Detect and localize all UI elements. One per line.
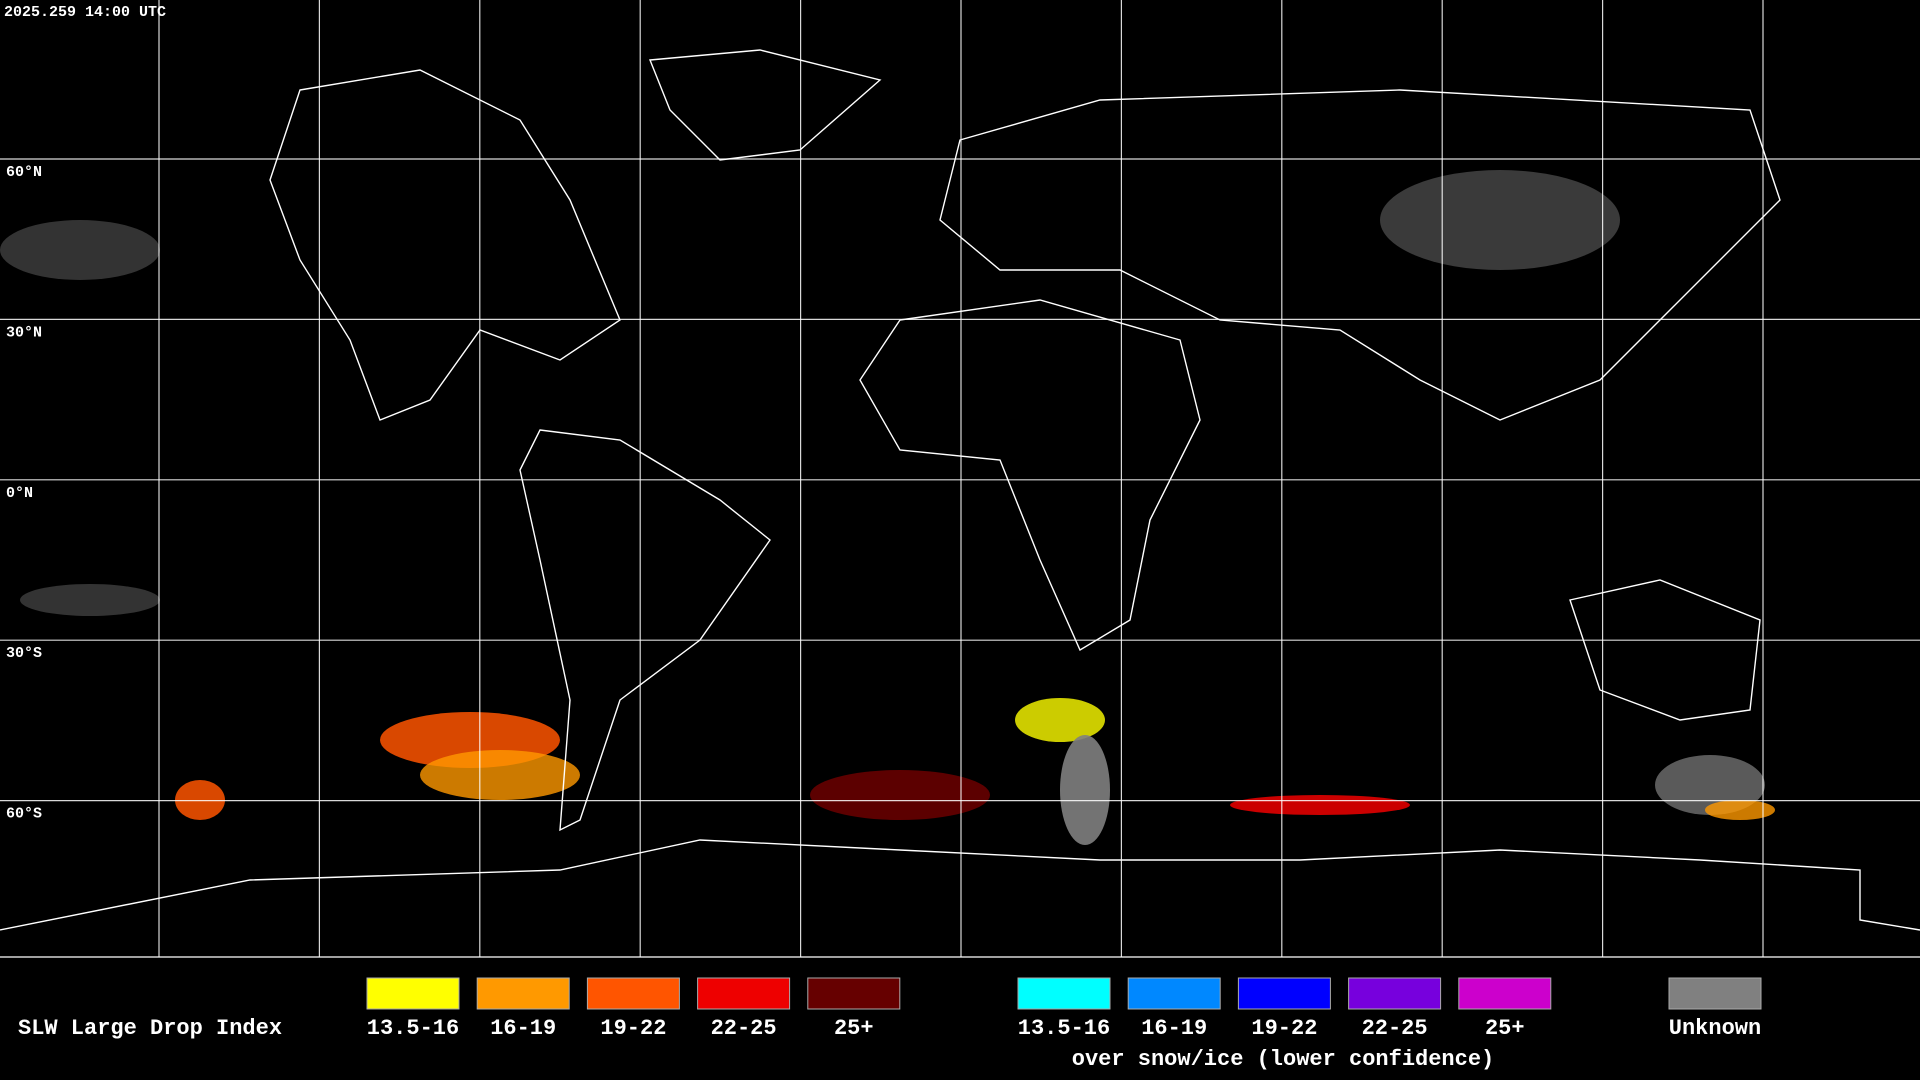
legend-label: 16-19 — [490, 1016, 556, 1041]
timestamp: 2025.259 14:00 UTC — [4, 4, 166, 21]
latitude-label: 30°S — [6, 645, 42, 662]
legend-swatch — [366, 977, 460, 1010]
cloud-area — [1015, 698, 1105, 742]
coastline — [0, 839, 1920, 931]
legend-label: 22-25 — [711, 1016, 777, 1041]
cloud-area — [0, 220, 160, 280]
legend-swatch — [1348, 977, 1442, 1010]
cloud-area — [1705, 800, 1775, 820]
coastline — [939, 89, 1781, 421]
legend-swatch — [807, 977, 901, 1010]
latitude-labels: 60°N 30°N 0°N 30°S 60°S — [6, 164, 42, 823]
cloud-area — [420, 750, 580, 800]
latitude-label: 60°S — [6, 806, 42, 823]
legend-label: 25+ — [834, 1016, 874, 1041]
legend-label: 16-19 — [1141, 1016, 1207, 1041]
legend-swatch — [1668, 977, 1762, 1010]
legend-swatch — [1237, 977, 1331, 1010]
legend-title: SLW Large Drop Index — [18, 1016, 282, 1041]
graticule — [0, 0, 1920, 958]
latitude-label: 0°N — [6, 485, 33, 502]
coastline — [519, 429, 771, 832]
legend-swatch — [586, 977, 680, 1010]
legend-label: 13.5-16 — [1018, 1016, 1110, 1041]
legend-label: 25+ — [1485, 1016, 1525, 1041]
legend-swatch — [1127, 977, 1221, 1010]
latitude-label: 30°N — [6, 324, 42, 341]
legend-swatch — [697, 977, 791, 1010]
legend-label: 22-25 — [1362, 1016, 1428, 1041]
legend-swatch — [476, 977, 570, 1010]
legend-label: 13.5-16 — [367, 1016, 459, 1041]
legend-label: 19-22 — [1251, 1016, 1317, 1041]
snow-note: over snow/ice (lower confidence) — [1072, 1047, 1494, 1072]
legend-swatch — [1017, 977, 1111, 1010]
cloud-area — [1380, 170, 1620, 270]
legend: 13.5-16 16-19 19-22 22-25 25+ 13.5-16 16-19 19-… — [366, 977, 1762, 1041]
cloud-area — [1060, 735, 1110, 845]
legend-label: 19-22 — [600, 1016, 666, 1041]
coastline — [859, 299, 1201, 652]
cloud-area — [20, 584, 160, 616]
coastline — [1569, 579, 1761, 721]
cloud-area — [810, 770, 990, 820]
legend-swatch — [1458, 977, 1552, 1010]
legend-label: Unknown — [1669, 1016, 1761, 1041]
latitude-label: 60°N — [6, 164, 42, 181]
coastlines — [0, 49, 1920, 931]
cloud-area — [1230, 795, 1410, 815]
